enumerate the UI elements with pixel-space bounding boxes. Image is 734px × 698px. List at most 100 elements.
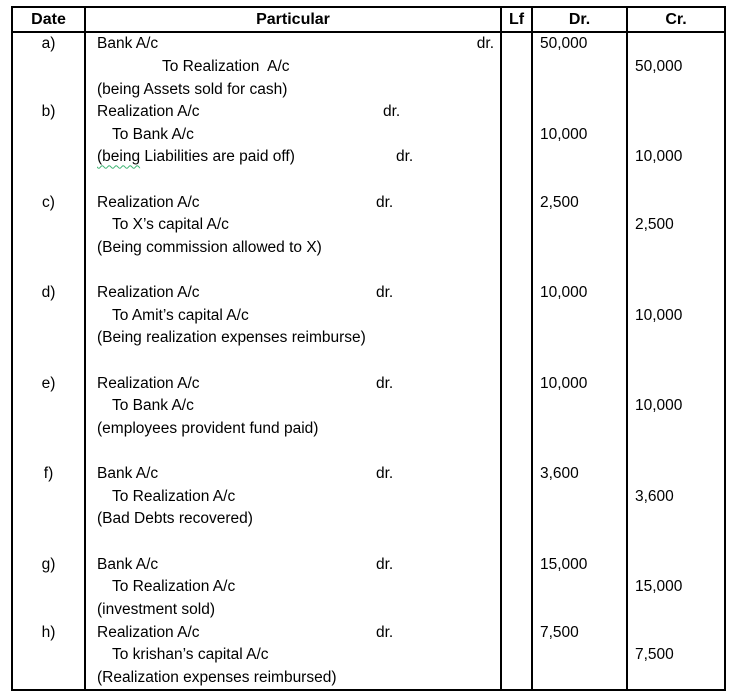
lf-line [502, 553, 531, 576]
dr-amount-line: 50,000 [533, 33, 626, 56]
cr-amount-line [628, 101, 724, 124]
particular-text: To X’s capital A/c [112, 216, 229, 234]
dr-abbreviation-label: dr. [376, 555, 394, 573]
particular-line: Realization A/c dr. [86, 101, 500, 124]
header-particular: Particular [86, 8, 502, 31]
entry-date-label [13, 78, 84, 101]
entry-date-label [13, 146, 84, 169]
lf-line [502, 418, 531, 441]
lf-line [502, 78, 531, 101]
lf-line [502, 621, 531, 644]
cr-amount-line [628, 327, 724, 350]
particular-text: Bank A/c [97, 555, 159, 573]
cr-amount-line: 10,000 [628, 395, 724, 418]
particular-line: Realization A/c dr. [86, 191, 500, 214]
cr-amount-line [628, 463, 724, 486]
entry-date-label [13, 531, 84, 554]
dr-amount-line [533, 486, 626, 509]
cr-amount: 2,500 [635, 216, 674, 234]
cr-amount-line [628, 237, 724, 260]
dr-amount: 10,000 [540, 125, 588, 143]
cr-amount: 10,000 [635, 306, 683, 324]
dr-amount-line [533, 78, 626, 101]
entry-date-label: f) [43, 465, 54, 483]
dr-amount-line [533, 440, 626, 463]
dr-amount-line [533, 418, 626, 441]
lf-column [502, 33, 533, 689]
lf-line [502, 372, 531, 395]
dr-amount-line [533, 667, 626, 690]
dr-amount-line [533, 56, 626, 79]
particular-text: Realization A/c [97, 623, 200, 641]
cr-amount-line [628, 440, 724, 463]
entry-date-label [13, 644, 84, 667]
lf-line [502, 531, 531, 554]
dr-amount-line: 10,000 [533, 124, 626, 147]
entry-date-label: c) [42, 193, 55, 211]
particular-text: To Amit’s capital A/c [112, 306, 249, 324]
cr-amount: 3,600 [635, 487, 674, 505]
lf-line [502, 191, 531, 214]
lf-line [502, 169, 531, 192]
particular-line: Bank A/c dr. [86, 553, 500, 576]
dr-abbreviation-label: dr. [376, 374, 394, 392]
lf-line [502, 101, 531, 124]
dr-abbreviation-label: dr. [396, 148, 414, 166]
particular-text: (employees provident fund paid) [97, 419, 319, 437]
lf-line [502, 486, 531, 509]
dr-amount: 15,000 [540, 555, 588, 573]
cr-amount-line [628, 531, 724, 554]
particular-text: (Being realization expenses reimburse) [97, 329, 366, 347]
cr-amount-line [628, 191, 724, 214]
dr-amount-line [533, 259, 626, 282]
particular-line [86, 531, 500, 554]
particular-text: (being Liabilities are paid off) [97, 148, 295, 166]
dr-amount-line [533, 101, 626, 124]
cr-amount-line [628, 33, 724, 56]
lf-line [502, 395, 531, 418]
particular-line: (being Assets sold for cash) [86, 78, 500, 101]
lf-line [502, 124, 531, 147]
particular-line [86, 350, 500, 373]
particular-text: To krishan’s capital A/c [112, 646, 269, 664]
particular-line: (Bad Debts recovered) [86, 508, 500, 531]
particular-line [86, 169, 500, 192]
cr-amount-line [628, 553, 724, 576]
particular-line: To Realization A/c [86, 486, 500, 509]
entry-date-label: b) [41, 103, 56, 121]
dr-amount-line: 2,500 [533, 191, 626, 214]
particular-line [86, 259, 500, 282]
particular-line: Realization A/c dr. [86, 372, 500, 395]
dr-amount-line [533, 350, 626, 373]
header-date: Date [13, 8, 86, 31]
lf-line [502, 667, 531, 690]
dr-amount-line [533, 531, 626, 554]
date-column: a) b) c) d) e) f) g) h) [13, 33, 86, 689]
table-header-row: Date Particular Lf Dr. Cr. [13, 8, 724, 33]
particular-text: Realization A/c [97, 374, 200, 392]
cr-amount: 7,500 [635, 646, 674, 664]
cr-amount-line [628, 599, 724, 622]
entry-date-label [13, 418, 84, 441]
cr-amount-line [628, 372, 724, 395]
spellcheck-flagged-word: (being [97, 148, 141, 166]
lf-line [502, 146, 531, 169]
particular-text: (investment sold) [97, 600, 216, 618]
particular-line: Bank A/c dr. [86, 33, 500, 56]
particular-line: Realization A/c dr. [86, 282, 500, 305]
entry-date-label [13, 599, 84, 622]
particular-text: Realization A/c [97, 103, 200, 121]
entry-date-label [13, 667, 84, 690]
particular-line: (Realization expenses reimbursed) [86, 667, 500, 690]
entry-date-label: d) [41, 284, 56, 302]
cr-amount-line: 10,000 [628, 146, 724, 169]
lf-line [502, 214, 531, 237]
particular-text: To Bank A/c [112, 397, 194, 415]
dr-amount-line [533, 146, 626, 169]
cr-amount: 10,000 [635, 397, 683, 415]
cr-amount: 50,000 [635, 57, 683, 75]
cr-amount-line [628, 667, 724, 690]
dr-amount-line [533, 305, 626, 328]
entry-date-label [13, 486, 84, 509]
particular-line: (being Liabilities are paid off) dr. [86, 146, 500, 169]
